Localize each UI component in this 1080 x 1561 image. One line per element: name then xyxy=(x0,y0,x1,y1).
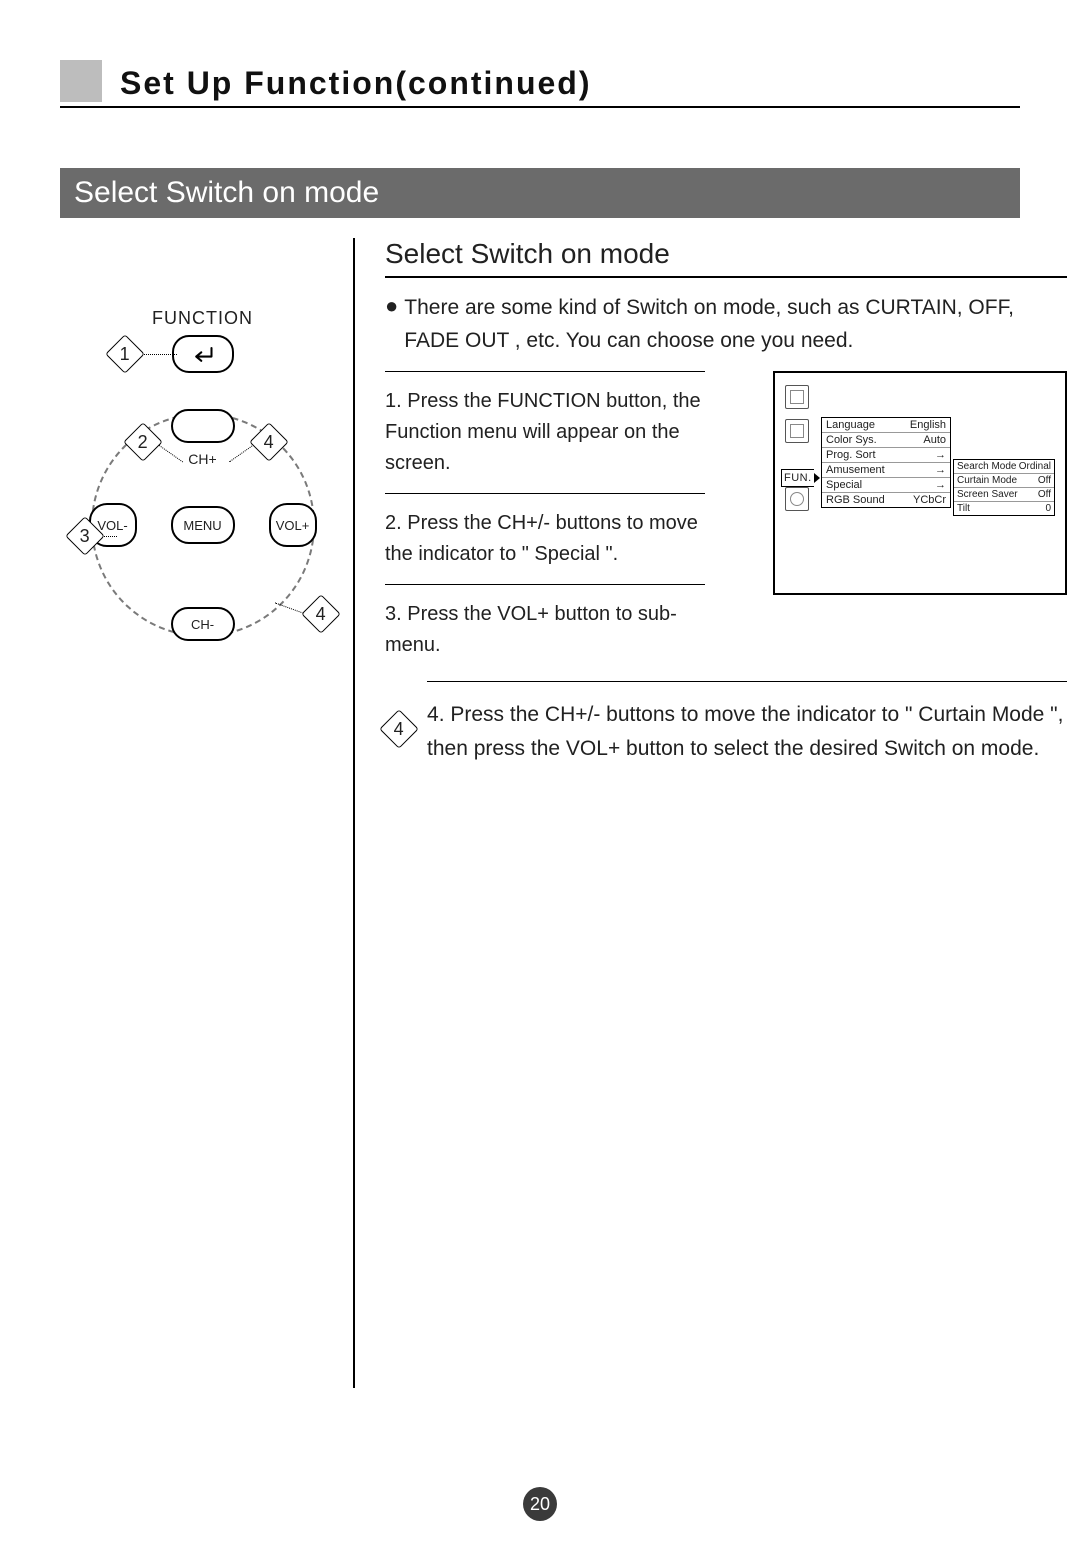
osd-icon-4 xyxy=(785,487,809,511)
page-number: 20 xyxy=(523,1487,557,1521)
right-heading: Select Switch on mode xyxy=(385,238,1067,278)
step-3-num: 3 xyxy=(385,603,396,625)
step-4-wrap: 4 4. Press the CH+/- buttons to move the… xyxy=(385,675,1067,765)
ch-minus-button: CH- xyxy=(171,607,235,641)
osd-submenu-row: Screen Saver Off xyxy=(954,488,1054,502)
osd-submenu-label: Tilt xyxy=(957,503,970,514)
ch-plus-label: CH+ xyxy=(188,451,216,467)
osd-submenu-label: Screen Saver xyxy=(957,489,1018,500)
menu-button: MENU xyxy=(171,506,235,544)
osd-menu-label: Color Sys. xyxy=(826,434,877,446)
osd-menu-label: RGB Sound xyxy=(826,494,885,506)
osd-menu-value: YCbCr xyxy=(913,494,946,506)
osd-fun-indicator: FUN. xyxy=(781,469,814,487)
step-2: 2. Press the CH+/- buttons to move the i… xyxy=(385,493,705,584)
steps-row: 1. Press the FUNCTION button, the Functi… xyxy=(385,371,1067,675)
chapter-title: Set Up Function(continued) xyxy=(120,65,592,102)
callout-4-inline: 4 xyxy=(379,709,419,749)
osd-menu-value: → xyxy=(935,464,946,476)
step-4-num: 4 xyxy=(427,703,439,726)
osd-icon-1 xyxy=(785,385,809,409)
osd-menu-label: Prog. Sort xyxy=(826,449,876,461)
vol-plus-button: VOL+ xyxy=(269,503,317,547)
remote-diagram: FUNCTION 1 2 4 3 4 xyxy=(73,308,333,637)
osd-illustration-wrap: FUN. Language English Color Sys. Auto Prog. … xyxy=(705,371,1067,675)
intro-text: There are some kind of Switch on mode, s… xyxy=(404,292,1067,357)
osd-menu-row: RGB Sound YCbCr xyxy=(822,493,950,507)
osd-submenu-row: Search ModeOrdinal xyxy=(954,460,1054,474)
osd-menu-row: Prog. Sort → xyxy=(822,448,950,463)
osd-menu-value: Auto xyxy=(923,434,946,446)
step-4-text: . Press the CH+/- buttons to move the in… xyxy=(427,703,1063,760)
osd-menu-row: Amusement → xyxy=(822,463,950,478)
osd-menu-row: Language English xyxy=(822,418,950,433)
ch-plus-cap xyxy=(171,409,235,443)
step-3: 3. Press the VOL+ button to sub-menu. xyxy=(385,584,705,675)
function-button-icon xyxy=(172,335,234,373)
callout-4b: 4 xyxy=(301,594,341,634)
osd-submenu-row: Tilt 0 xyxy=(954,502,1054,515)
callout-1: 1 xyxy=(105,334,145,374)
osd-submenu-value: Off xyxy=(1038,475,1051,486)
osd-submenu-value: Off xyxy=(1038,489,1051,500)
instructions-column: Select Switch on mode ● There are some k… xyxy=(355,238,1067,1388)
content-columns: FUNCTION 1 2 4 3 4 xyxy=(60,238,1020,1388)
chapter-title-row: Set Up Function(continued) xyxy=(60,60,1020,108)
osd-icon-2 xyxy=(785,419,809,443)
step-4: 4. Press the CH+/- buttons to move the i… xyxy=(427,681,1067,765)
enter-arrow-icon xyxy=(186,344,220,364)
osd-submenu-label: Search Mode xyxy=(957,461,1016,472)
bullet-icon: ● xyxy=(385,292,404,357)
osd-menu-label: Amusement xyxy=(826,464,885,476)
osd-submenu-label: Curtain Mode xyxy=(957,475,1017,486)
section-banner: Select Switch on mode xyxy=(60,168,1020,218)
osd-screen: FUN. Language English Color Sys. Auto Prog. … xyxy=(773,371,1067,595)
osd-sub-menu: Search ModeOrdinalCurtain ModeOffScreen … xyxy=(953,459,1055,516)
function-label: FUNCTION xyxy=(73,308,333,329)
osd-menu-value: English xyxy=(910,419,946,431)
osd-submenu-value: Ordinal xyxy=(1019,461,1051,472)
step-3-text: . Press the VOL+ button to sub-menu. xyxy=(385,603,677,656)
title-decor-block xyxy=(60,60,102,102)
osd-submenu-row: Curtain Mode Off xyxy=(954,474,1054,488)
steps-box: 1. Press the FUNCTION button, the Functi… xyxy=(385,371,705,675)
osd-menu-label: Special xyxy=(826,479,862,491)
osd-main-menu: Language English Color Sys. Auto Prog. Sort →… xyxy=(821,417,951,508)
step-1: 1. Press the FUNCTION button, the Functi… xyxy=(385,371,705,493)
step-2-num: 2 xyxy=(385,512,396,534)
osd-side-icons xyxy=(781,385,813,521)
intro-paragraph: ● There are some kind of Switch on mode,… xyxy=(385,292,1067,357)
osd-menu-value: → xyxy=(935,479,946,491)
step-2-text: . Press the CH+/- buttons to move the in… xyxy=(385,512,698,565)
page: Set Up Function(continued) Select Switch… xyxy=(0,0,1080,1561)
remote-diagram-column: FUNCTION 1 2 4 3 4 xyxy=(60,238,355,1388)
osd-menu-row: Special → xyxy=(822,478,950,493)
osd-menu-label: Language xyxy=(826,419,875,431)
osd-submenu-value: 0 xyxy=(1045,503,1051,514)
osd-menu-row: Color Sys. Auto xyxy=(822,433,950,448)
osd-menu-value: → xyxy=(935,449,946,461)
